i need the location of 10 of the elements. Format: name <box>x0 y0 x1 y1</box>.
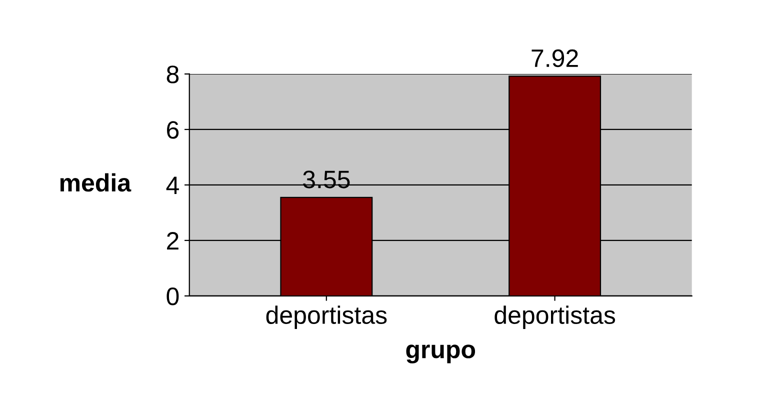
x-tick-label: deportistas <box>494 306 616 329</box>
y-tick-label: 8 <box>166 66 179 84</box>
x-tick-label: deportistas <box>266 306 387 329</box>
y-tick-label: 6 <box>167 121 179 139</box>
y-tick-label: 4 <box>166 176 179 194</box>
y-tick-label: 2 <box>167 232 178 250</box>
x-axis-title: grupo <box>406 344 476 364</box>
y-tick-label: 0 <box>166 288 179 306</box>
data-label: 7.92 <box>532 49 578 68</box>
y-axis-title: media <box>60 173 132 192</box>
